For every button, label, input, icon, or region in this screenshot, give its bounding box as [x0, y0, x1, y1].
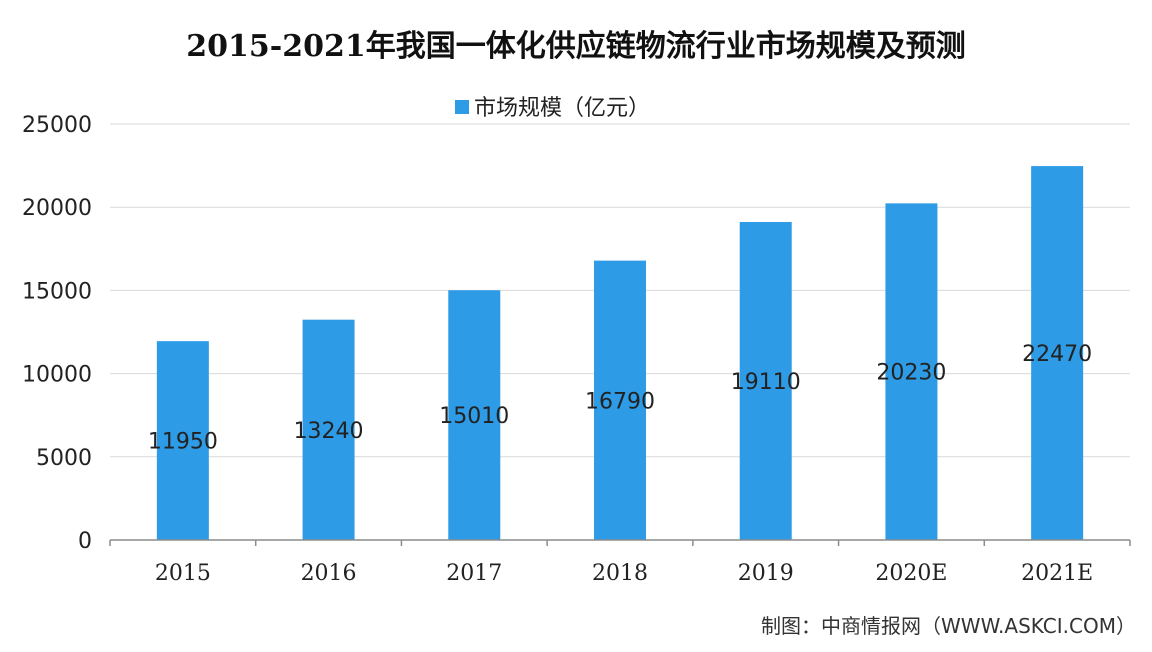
x-tick-label: 2017 [446, 561, 502, 586]
data-labels: 11950 13240 15010 16790 19110 20230 22470 [148, 342, 1092, 455]
y-tick-label: 0 [78, 529, 92, 554]
x-tick-label: 2020E [875, 561, 947, 586]
bars [156, 166, 1084, 541]
chart-title: 2015-2021年我国一体化供应链物流行业市场规模及预测 [186, 29, 965, 64]
x-tick-label: 2021E [1021, 561, 1093, 586]
data-label: 11950 [148, 430, 218, 455]
data-label: 19110 [731, 370, 801, 395]
y-tick-label: 5000 [36, 446, 92, 471]
bar [156, 341, 209, 540]
y-axis-ticks: 0 5000 10000 15000 20000 25000 [22, 113, 92, 554]
chart-legend: 市场规模（亿元） [455, 96, 650, 121]
y-tick-label: 20000 [22, 196, 92, 221]
bar [885, 203, 938, 540]
bar [302, 319, 355, 540]
data-label: 13240 [294, 419, 364, 444]
legend-swatch [455, 100, 469, 114]
data-label: 22470 [1022, 342, 1092, 367]
y-tick-label: 25000 [22, 113, 92, 138]
x-tick-label: 2015 [155, 561, 211, 586]
y-tick-label: 10000 [22, 363, 92, 388]
bar [739, 222, 792, 541]
data-label: 16790 [585, 389, 655, 414]
x-tick-label: 2019 [738, 561, 794, 586]
data-label: 20230 [876, 361, 946, 386]
x-axis: 2015 2016 2017 2018 2019 2020E 2021E [109, 539, 1131, 586]
bar [594, 260, 646, 540]
x-tick-label: 2018 [592, 561, 648, 586]
bar [448, 290, 501, 540]
bar [1031, 166, 1084, 541]
x-tick-label: 2016 [301, 561, 357, 586]
data-label: 15010 [439, 404, 509, 429]
legend-label: 市场规模（亿元） [474, 96, 650, 121]
source-note: 制图：中商情报网（WWW.ASKCI.COM） [761, 614, 1136, 638]
y-tick-label: 15000 [22, 279, 92, 304]
